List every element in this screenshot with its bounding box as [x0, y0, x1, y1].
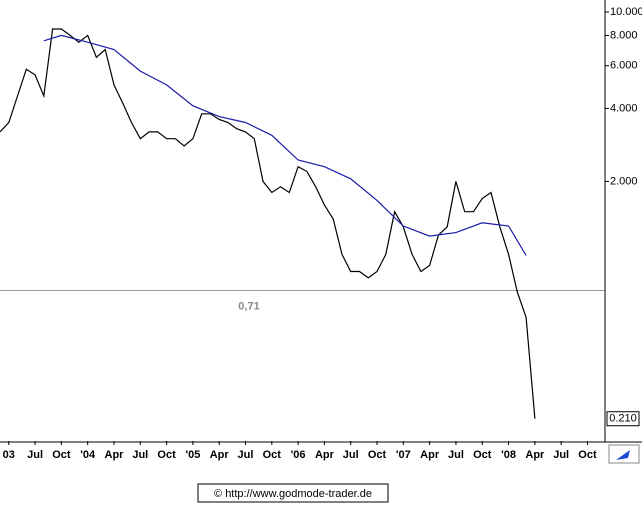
- series-line: [0, 28, 536, 419]
- x-tick-label: Jul: [343, 449, 359, 461]
- tool-icon-glyph: [616, 450, 630, 460]
- y-tick-label: 6.000: [610, 60, 638, 72]
- last-price-label: 0.210: [609, 413, 637, 425]
- y-tick-label: 2.000: [610, 175, 638, 187]
- x-tick-label: Oct: [473, 449, 492, 461]
- footer-box: [197, 483, 389, 503]
- x-tick-label: Oct: [157, 449, 176, 461]
- x-tick-label: Apr: [525, 449, 545, 461]
- x-tick-label: Oct: [263, 449, 282, 461]
- y-tick-label: 10.000: [610, 6, 642, 18]
- x-tick-label: Oct: [368, 449, 387, 461]
- x-tick-label: '07: [396, 449, 411, 461]
- x-tick-label: Jul: [553, 449, 569, 461]
- y-tick-label: 8.000: [610, 29, 638, 41]
- x-tick-label: Apr: [105, 449, 125, 461]
- x-tick-label: Oct: [578, 449, 597, 461]
- x-tick-label: Apr: [420, 449, 440, 461]
- y-tick-label: 4.000: [610, 102, 638, 114]
- tool-icon[interactable]: [608, 444, 640, 464]
- x-tick-label: Jul: [448, 449, 464, 461]
- last-price-box: [606, 411, 640, 427]
- level-label: 0,71: [238, 300, 259, 312]
- x-tick-label: Apr: [315, 449, 335, 461]
- x-tick-label: Apr: [210, 449, 230, 461]
- x-tick-label: '04: [80, 449, 96, 461]
- x-tick-label: '06: [291, 449, 306, 461]
- x-tick-label: Jul: [27, 449, 43, 461]
- x-tick-label: '08: [501, 449, 516, 461]
- x-tick-label: Jul: [238, 449, 254, 461]
- footer: © http://www.godmode-trader.de: [214, 488, 372, 500]
- series-line: [43, 34, 527, 256]
- x-tick-label: 03: [3, 449, 15, 461]
- x-tick-label: Oct: [52, 449, 71, 461]
- x-tick-label: '05: [185, 449, 200, 461]
- x-tick-label: Jul: [132, 449, 148, 461]
